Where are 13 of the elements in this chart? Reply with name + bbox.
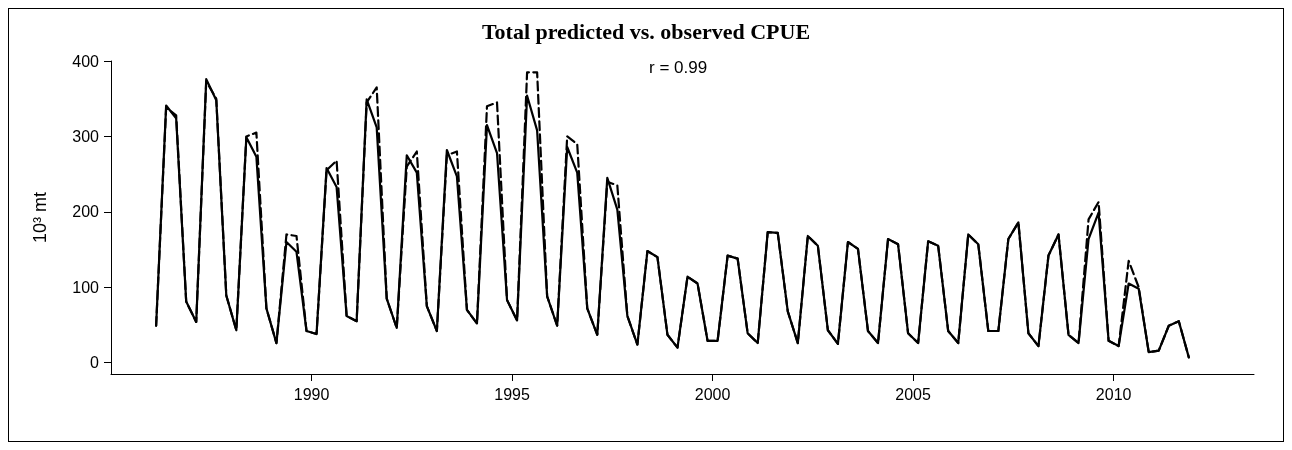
x-tick-label: 1990: [293, 385, 330, 403]
y-tick-label: 100: [72, 278, 100, 296]
annotation: r = 0.99: [649, 58, 708, 77]
x-tick-label: 2000: [694, 385, 731, 403]
chart-title: Total predicted vs. observed CPUE: [481, 18, 811, 44]
y-tick-label: 300: [72, 127, 100, 145]
x-tick-label: 2010: [1095, 385, 1132, 403]
y-tick-label: 200: [72, 203, 100, 221]
y-tick-label: 0: [90, 354, 100, 372]
y-tick-label: 400: [72, 52, 100, 70]
y-axis-title: 10³ mt: [30, 191, 50, 244]
x-tick-label: 2005: [895, 385, 931, 403]
x-tick-label: 1995: [494, 385, 530, 403]
